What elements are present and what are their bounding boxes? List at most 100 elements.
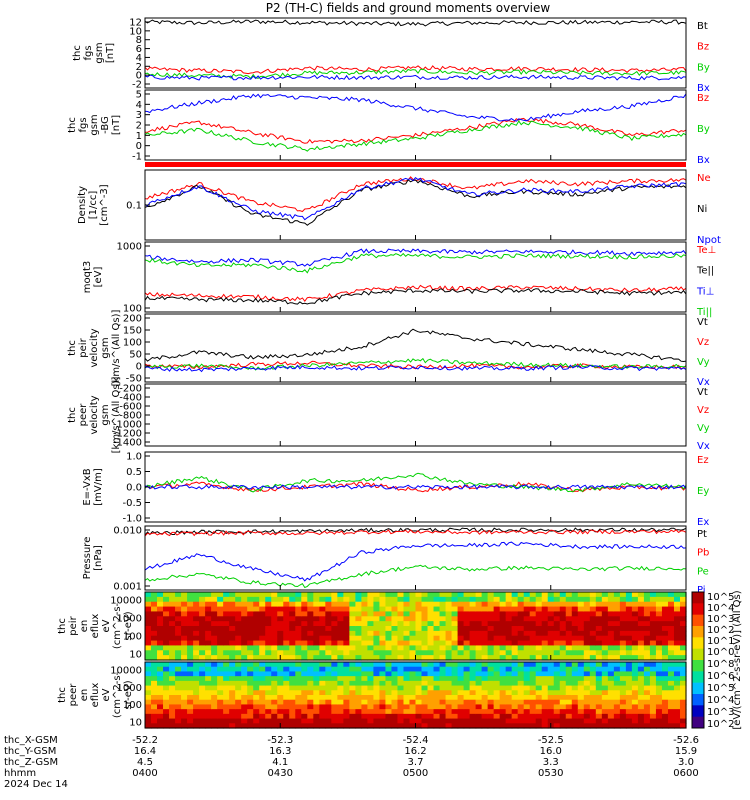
spectrogram-cell xyxy=(553,645,561,651)
spectrogram-cell xyxy=(259,713,266,720)
spectrogram-cell xyxy=(379,606,387,613)
y-tick-label: 1000 xyxy=(117,614,142,625)
spectrogram-cell xyxy=(595,662,603,668)
spectrogram-cell xyxy=(679,723,687,729)
spectrogram-cell xyxy=(409,671,417,677)
spectrogram-cell xyxy=(319,601,326,608)
spectrogram-cell xyxy=(673,630,681,637)
spectrogram-cell xyxy=(259,676,266,682)
spectrogram-cell xyxy=(421,666,429,673)
spectrogram-cell xyxy=(667,630,675,637)
spectrogram-cell xyxy=(295,666,302,673)
spectrogram-cell xyxy=(673,606,681,613)
spectrogram-cell xyxy=(553,723,561,729)
spectrogram-cell xyxy=(553,709,561,715)
spectrogram-cell xyxy=(211,695,218,701)
colorbar-tick-label: 10^3 xyxy=(707,614,734,625)
spectrogram-cell xyxy=(415,704,423,710)
spectrogram-cell xyxy=(157,713,164,720)
spectrogram-cell xyxy=(481,626,489,632)
spectrogram-cell xyxy=(391,704,399,710)
spectrogram-cell xyxy=(583,592,591,598)
spectrogram-cell xyxy=(379,596,387,603)
spectrogram-cell xyxy=(517,671,525,677)
spectrogram-cell xyxy=(451,630,459,637)
spectrogram-cell xyxy=(259,616,266,622)
spectrogram-cell xyxy=(289,630,296,637)
spectrogram-cell xyxy=(379,676,387,682)
spectrogram-cell xyxy=(643,616,651,622)
spectrogram-cell xyxy=(163,676,170,682)
spectrogram-cell xyxy=(673,616,681,622)
spectrogram-cell xyxy=(547,606,555,613)
spectrogram-cell xyxy=(499,723,507,729)
spectrogram-cell xyxy=(457,611,465,617)
spectrogram-cell xyxy=(397,699,405,706)
spectrogram-cell xyxy=(469,626,477,632)
spectrogram-cell xyxy=(409,704,417,710)
spectrogram-cell xyxy=(547,630,555,637)
spectrogram-cell xyxy=(673,699,681,706)
spectrogram-cell xyxy=(487,645,495,651)
spectrogram-cell xyxy=(595,709,603,715)
spectrogram-cell xyxy=(367,699,375,706)
spectrogram-cell xyxy=(433,630,441,637)
spectrogram-cell xyxy=(577,685,585,691)
spectrogram-cell xyxy=(421,626,429,632)
spectrogram-cell xyxy=(289,680,296,687)
spectrogram-cell xyxy=(457,630,465,637)
spectrogram-cell xyxy=(421,680,429,687)
spectrogram-cell xyxy=(373,690,381,696)
y-axis-label-line: peer xyxy=(68,683,79,707)
spectrogram-cell xyxy=(181,606,188,613)
panel-frame xyxy=(144,89,687,161)
spectrogram-cell xyxy=(319,666,326,673)
spectrogram-cell xyxy=(601,718,609,724)
spectrogram-cell xyxy=(151,616,158,622)
spectrogram-cell xyxy=(421,635,429,642)
spectrogram-cell xyxy=(391,655,399,661)
spectrogram-cell xyxy=(451,596,459,603)
spectrogram-cell xyxy=(469,695,477,701)
spectrogram-cell xyxy=(511,596,519,603)
spectrogram-cell xyxy=(157,635,164,642)
spectrogram-cell xyxy=(361,723,369,729)
spectrogram-cell xyxy=(169,606,176,613)
y-tick-label: -2 xyxy=(132,80,142,91)
spectrogram-cell xyxy=(625,671,633,677)
spectrogram-cell xyxy=(457,666,465,673)
spectrogram-cell xyxy=(607,699,615,706)
spectrogram-cell xyxy=(271,592,278,598)
spectrogram-cell xyxy=(673,704,681,710)
spectrogram-cell xyxy=(511,662,519,668)
spectrogram-cell xyxy=(199,606,206,613)
spectrogram-cell xyxy=(169,626,176,632)
spectrogram-cell xyxy=(571,718,579,724)
spectrogram-cell xyxy=(457,676,465,682)
spectrogram-cell xyxy=(379,704,387,710)
spectrogram-cell xyxy=(289,611,296,617)
spectrogram-cell xyxy=(631,723,639,729)
spectrogram-cell xyxy=(451,704,459,710)
spectrogram-cell xyxy=(469,666,477,673)
spectrogram-cell xyxy=(397,601,405,608)
spectrogram-cell xyxy=(199,592,206,598)
spectrogram-cell xyxy=(511,611,519,617)
spectrogram-cell xyxy=(385,640,393,647)
spectrogram-cell xyxy=(565,611,573,617)
spectrogram-cell xyxy=(469,685,477,691)
spectrogram-cell xyxy=(235,671,242,677)
spectrogram-cell xyxy=(667,635,675,642)
spectrogram-cell xyxy=(511,718,519,724)
spectrogram-cell xyxy=(505,671,513,677)
spectrogram-cell xyxy=(163,606,170,613)
colorbar-tick-label: 10^6 xyxy=(707,671,734,682)
legend-Pb: Pb xyxy=(697,548,709,559)
y-axis-label-line: [nPa] xyxy=(93,545,104,571)
spectrogram-cell xyxy=(589,630,597,637)
spectrogram-cell xyxy=(361,626,369,632)
spectrogram-cell xyxy=(253,606,260,613)
spectrogram-cell xyxy=(229,611,236,617)
